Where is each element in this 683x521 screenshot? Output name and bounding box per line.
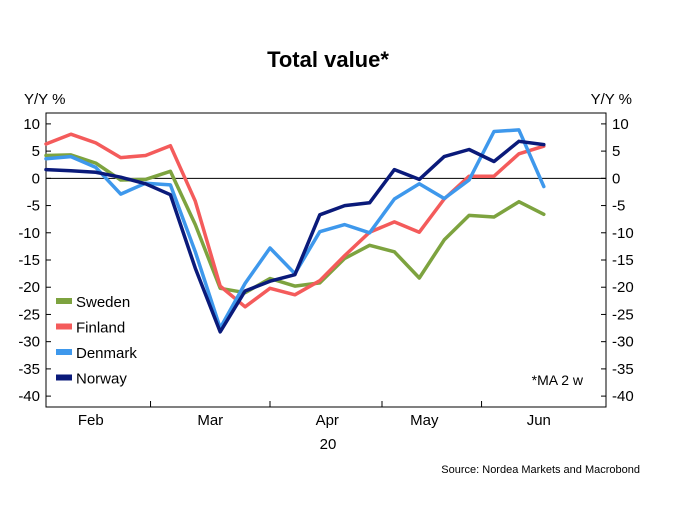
chart-annotation: *MA 2 w [532,372,584,388]
legend-label-sweden: Sweden [76,294,130,311]
y-axis-label-right: Y/Y % [591,91,632,108]
y-tick-label-left: -20 [18,279,40,296]
y-tick-label-right: -20 [612,279,634,296]
y-tick-label-right: -10 [612,225,634,242]
y-tick-label-left: -25 [18,306,40,323]
legend-swatch-denmark [56,349,72,355]
legend-swatch-finland [56,323,72,330]
y-tick-label-left: -35 [18,361,40,378]
x-separators [150,401,483,407]
legend-label-norway: Norway [76,371,127,388]
y-axis-label-left: Y/Y % [24,91,65,108]
y-tick-label-right: -40 [612,388,634,405]
y-tick-label-left: 10 [23,116,40,133]
x-year-label: 20 [320,436,337,453]
y-tick-label-right: 10 [612,116,629,133]
series-lines [44,128,546,334]
y-tick-label-left: 5 [32,143,40,160]
y-tick-label-left: -30 [18,334,40,351]
chart-title: Total value* [267,47,389,72]
legend-label-finland: Finland [76,320,125,337]
y-tick-label-left: -15 [18,252,40,269]
y-tick-label-right: -25 [612,306,634,323]
legend-swatch-sweden [56,298,72,304]
y-tick-label-left: -10 [18,225,40,242]
y-tick-label-right: 0 [612,170,620,187]
x-tick-label-apr: Apr [316,412,339,429]
x-tick-label-may: May [410,412,439,429]
x-labels: Feb Mar Apr May Jun [78,412,551,429]
y-tick-label-left: -5 [27,198,40,215]
y-tick-label-right: 5 [612,143,620,160]
y-tick-label-right: -35 [612,361,634,378]
y-tick-label-right: -30 [612,334,634,351]
legend: Sweden Finland Denmark Norway [56,294,137,388]
plot-area: 10 5 0 -5 -10 -15 -20 -25 -30 -35 -40 10 5 0 -5 -10 -15… [18,112,634,408]
x-tick-label-feb: Feb [78,412,104,429]
x-tick-label-jun: Jun [527,412,551,429]
y-ticks-right: 10 5 0 -5 -10 -15 -20 -25 -30 -35 -40 [601,116,634,405]
y-tick-label-right: -15 [612,252,634,269]
series-line-finland [44,132,546,309]
y-tick-label-left: -40 [18,388,40,405]
x-tick-label-mar: Mar [197,412,223,429]
y-tick-label-right: -5 [612,198,625,215]
y-ticks-left: 10 5 0 -5 -10 -15 -20 -25 -30 -35 -40 [18,116,51,405]
legend-swatch-norway [56,374,72,381]
y-tick-label-left: 0 [32,170,40,187]
source-note: Source: Nordea Markets and Macrobond [441,464,640,476]
series-line-norway [44,139,546,334]
legend-label-denmark: Denmark [76,345,137,362]
